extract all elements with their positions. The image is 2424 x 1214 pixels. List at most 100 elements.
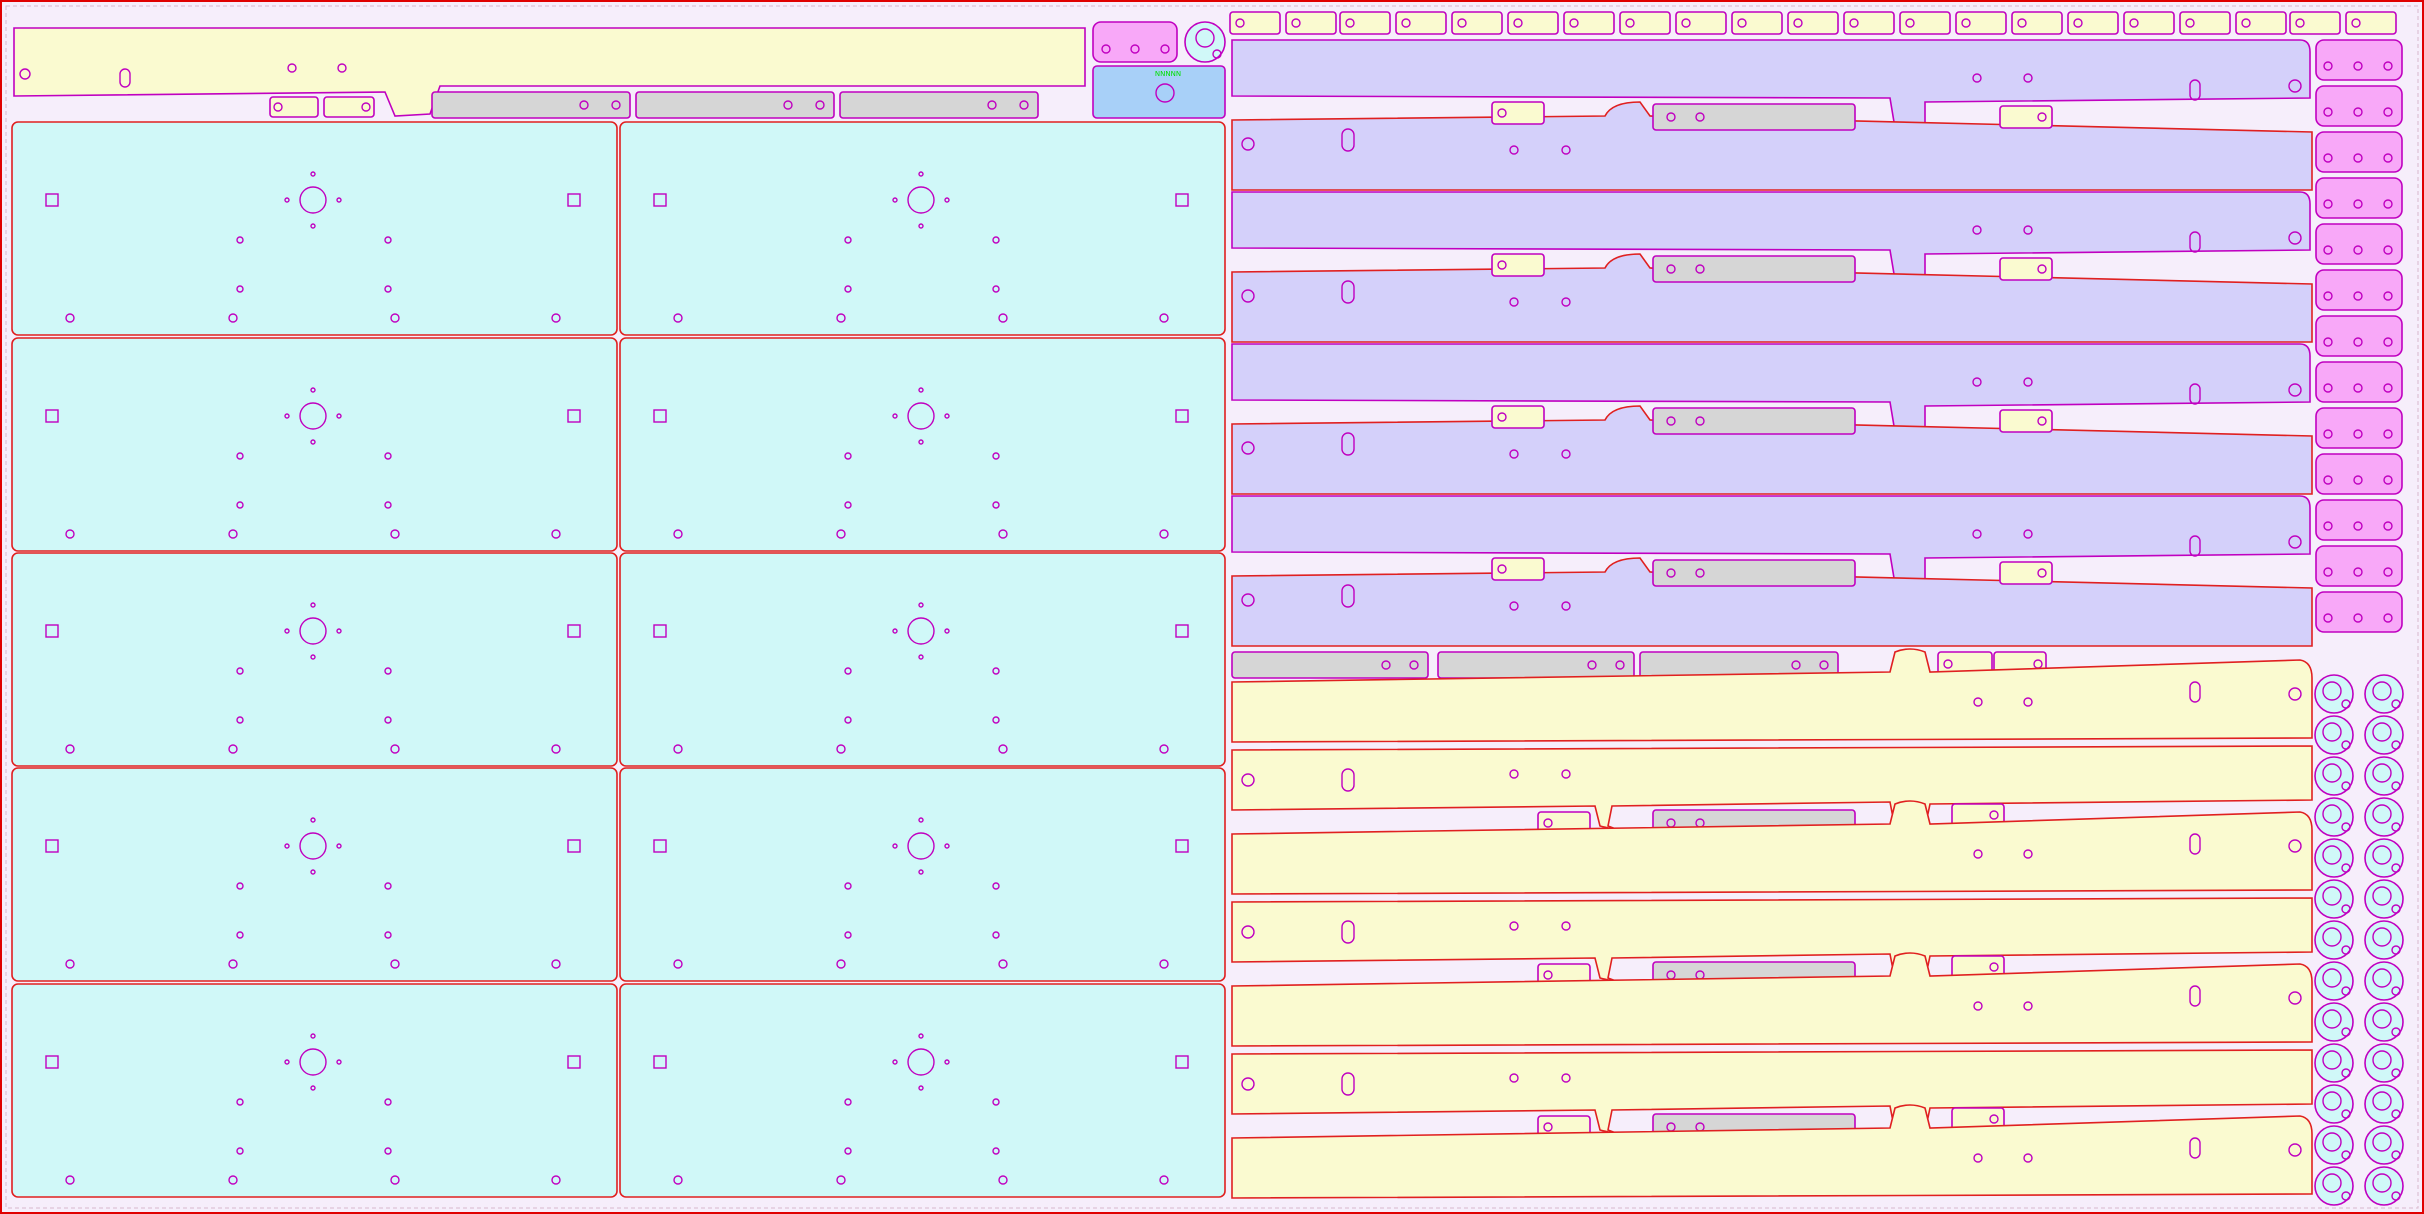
long-bar [1231,1104,2313,1199]
gear-part [2314,715,2354,755]
hole [2323,613,2333,623]
hole [992,236,1000,244]
hole [992,882,1000,890]
small-tab [1999,257,2053,281]
hole [2288,79,2302,93]
square-hole [653,624,667,638]
hole [2341,863,2351,873]
hole [65,744,75,754]
hole [2383,383,2393,393]
hole [1587,660,1597,670]
top-tab [2235,11,2287,35]
hole [2353,521,2363,531]
hole [844,236,852,244]
hole [836,959,846,969]
hole [2383,613,2393,623]
hole [998,1175,1008,1185]
top-tab [1285,11,1337,35]
hole [2353,153,2363,163]
hole [1972,225,1982,235]
gear-part [2364,879,2404,919]
hole [236,236,244,244]
square-hole [653,193,667,207]
hole [1457,18,1467,28]
hole [2383,199,2393,209]
pink-block [2315,361,2403,403]
small-tab [1491,557,1545,581]
hole [1666,568,1676,578]
gray-bar [635,91,835,119]
hole [390,959,400,969]
slot-hole [2189,535,2201,557]
square-hole [1175,193,1189,207]
hole [844,1147,852,1155]
hole [1241,289,1255,303]
hole [1561,769,1571,779]
hole [284,628,290,634]
hole [390,1175,400,1185]
hole [2383,291,2393,301]
pink-block [2315,591,2403,633]
hole [1849,18,1859,28]
hole [2323,429,2333,439]
mount-plate [11,337,618,552]
hole [1509,145,1519,155]
hole [1972,377,1982,387]
pink-block [2315,269,2403,311]
gray-bar [1652,255,1856,283]
square-hole [1175,409,1189,423]
hole [1159,744,1169,754]
long-bar [1231,648,2313,743]
hole [918,387,924,393]
pink-block [2315,315,2403,357]
hole [1160,44,1170,54]
hole [1819,660,1829,670]
small-tab [323,96,375,118]
hole [310,1085,316,1091]
hole [2288,383,2302,397]
hole [2323,291,2333,301]
hole [1497,108,1507,118]
hole [273,102,283,112]
mount-plate [11,121,618,336]
pink-block [2315,223,2403,265]
hole [918,439,924,445]
hole [1569,18,1579,28]
hole [2383,61,2393,71]
hole [2391,863,2401,873]
hole [65,313,75,323]
hole [844,285,852,293]
hole [1241,441,1255,455]
gear-bore [2322,763,2342,783]
gray-bar [839,91,1039,119]
hole [2288,535,2302,549]
gray-bar [1437,651,1635,679]
hole [2353,613,2363,623]
hole [551,959,561,969]
hole [1972,73,1982,83]
hole [2353,337,2363,347]
gear-bore [2322,886,2342,906]
gear-bore [2322,927,2342,947]
gear-bore [2372,968,2392,988]
hole [1381,660,1391,670]
slot-hole [1341,920,1355,944]
gear-bore [2372,1009,2392,1029]
hole [2391,1109,2401,1119]
hole [2353,61,2363,71]
gear-bore [2322,968,2342,988]
hole [336,628,342,634]
hole [2037,264,2047,274]
gear-part [2314,1043,2354,1083]
hole [2341,1027,2351,1037]
slot-hole [2189,383,2201,405]
center-hole [907,832,935,860]
small-tab [269,96,319,118]
hole [673,1175,683,1185]
hole [836,529,846,539]
gear-part [2364,715,2404,755]
hole [1666,112,1676,122]
mount-plate [619,552,1226,767]
hole [284,413,290,419]
slot-hole [1341,1072,1355,1096]
